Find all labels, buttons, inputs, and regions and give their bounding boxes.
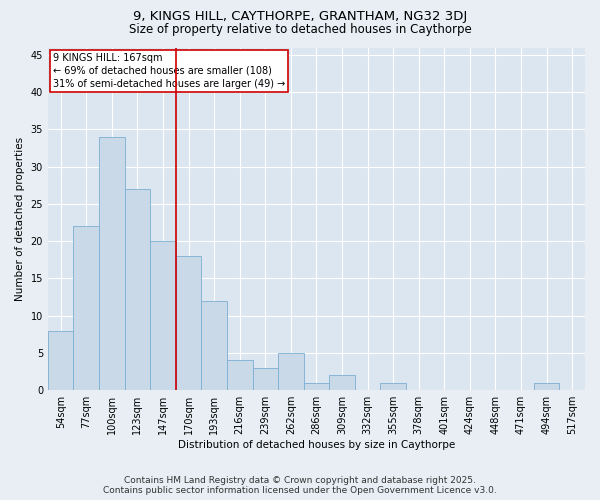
Bar [278, 353, 304, 390]
Bar [227, 360, 253, 390]
Bar [380, 383, 406, 390]
Bar [99, 137, 125, 390]
Bar [329, 376, 355, 390]
Bar [534, 383, 559, 390]
X-axis label: Distribution of detached houses by size in Caythorpe: Distribution of detached houses by size … [178, 440, 455, 450]
Text: 9, KINGS HILL, CAYTHORPE, GRANTHAM, NG32 3DJ: 9, KINGS HILL, CAYTHORPE, GRANTHAM, NG32… [133, 10, 467, 23]
Text: Contains HM Land Registry data © Crown copyright and database right 2025.
Contai: Contains HM Land Registry data © Crown c… [103, 476, 497, 495]
Bar [48, 330, 73, 390]
Text: 9 KINGS HILL: 167sqm
← 69% of detached houses are smaller (108)
31% of semi-deta: 9 KINGS HILL: 167sqm ← 69% of detached h… [53, 52, 286, 89]
Bar [176, 256, 202, 390]
Bar [73, 226, 99, 390]
Bar [150, 241, 176, 390]
Bar [202, 301, 227, 390]
Text: Size of property relative to detached houses in Caythorpe: Size of property relative to detached ho… [128, 22, 472, 36]
Y-axis label: Number of detached properties: Number of detached properties [15, 137, 25, 301]
Bar [125, 189, 150, 390]
Bar [304, 383, 329, 390]
Bar [253, 368, 278, 390]
